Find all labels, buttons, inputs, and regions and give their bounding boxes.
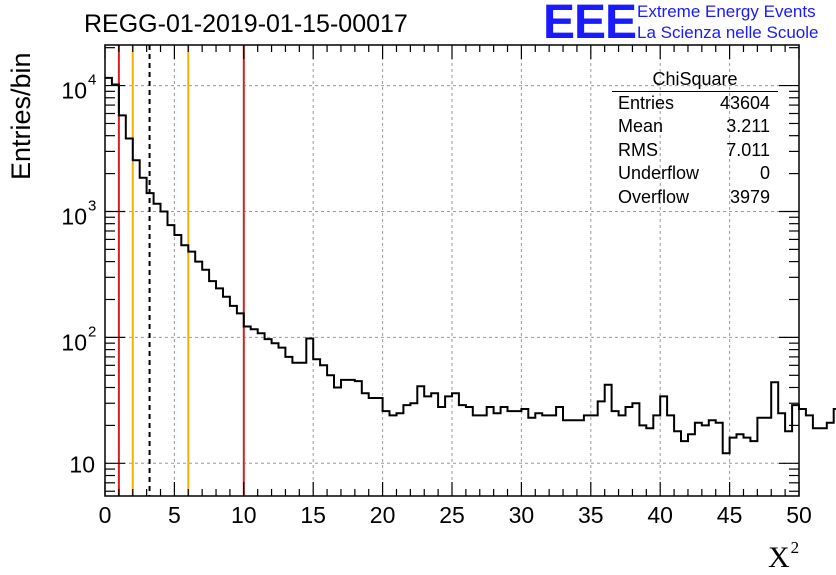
stats-label: Entries xyxy=(618,93,675,113)
x-tick-label: 40 xyxy=(647,502,673,528)
x-tick-label: 10 xyxy=(231,502,257,528)
stats-label: Overflow xyxy=(618,186,690,207)
x-axis-label: X2 xyxy=(768,538,799,575)
eee-logo: EEE xyxy=(543,0,637,49)
x-tick-label: 35 xyxy=(578,502,604,528)
stats-row-rms: RMS 7.011 xyxy=(612,139,778,162)
stats-label: Mean xyxy=(618,116,664,137)
x-tick-label: 25 xyxy=(439,502,465,528)
stats-value: 3979 xyxy=(729,186,770,207)
run-title: REGG-01-2019-01-15-00017 xyxy=(84,10,408,38)
stats-row-overflow: Overflow 3979 xyxy=(612,186,778,209)
stats-value: 0 xyxy=(759,163,770,184)
x-tick-label: 50 xyxy=(786,502,812,528)
histogram-series xyxy=(105,76,836,455)
y-tick-label-exponent: 3 xyxy=(88,197,96,214)
axis-ticks xyxy=(104,45,800,496)
y-tick-label: 10 xyxy=(61,329,87,355)
marker-lines xyxy=(117,45,245,496)
x-axis-label-symbol: X xyxy=(768,541,790,574)
stats-box: ChiSquare Entries 43604 Mean 3.211 RMS 7.01… xyxy=(612,67,778,209)
y-tick-label-exponent: 2 xyxy=(88,323,96,340)
stats-title: ChiSquare xyxy=(612,67,778,92)
stats-row-entries: Entries 43604 xyxy=(612,92,778,115)
y-axis-label: Entries/bin xyxy=(6,52,36,180)
x-tick-label: 0 xyxy=(99,502,112,528)
y-tick-label: 10 xyxy=(69,451,95,477)
x-tick-label: 20 xyxy=(370,502,396,528)
stats-value: 3.211 xyxy=(726,116,770,137)
logo-line-2: La Scienza nelle Scuole xyxy=(637,23,819,42)
x-tick-label: 30 xyxy=(509,502,535,528)
x-tick-label: 5 xyxy=(168,502,181,528)
x-tick-label: 15 xyxy=(300,502,326,528)
stats-value: 7.011 xyxy=(726,139,770,160)
grid-lines xyxy=(105,45,799,496)
y-tick-label: 10 xyxy=(61,78,87,104)
y-tick-label: 10 xyxy=(61,203,87,229)
x-axis-label-exponent: 2 xyxy=(790,538,800,557)
stats-label: Underflow xyxy=(618,163,700,184)
stats-value: 43604 xyxy=(719,93,770,113)
stats-label: RMS xyxy=(618,139,658,160)
x-tick-labels: 0 5 10 15 20 25 30 35 40 45 50 xyxy=(99,502,812,528)
stats-row-underflow: Underflow 0 xyxy=(612,162,778,185)
logo-line-1: Extreme Energy Events xyxy=(637,2,816,21)
stats-row-mean: Mean 3.211 xyxy=(612,115,778,138)
x-tick-label: 45 xyxy=(717,502,743,528)
y-tick-label-exponent: 4 xyxy=(88,72,96,89)
